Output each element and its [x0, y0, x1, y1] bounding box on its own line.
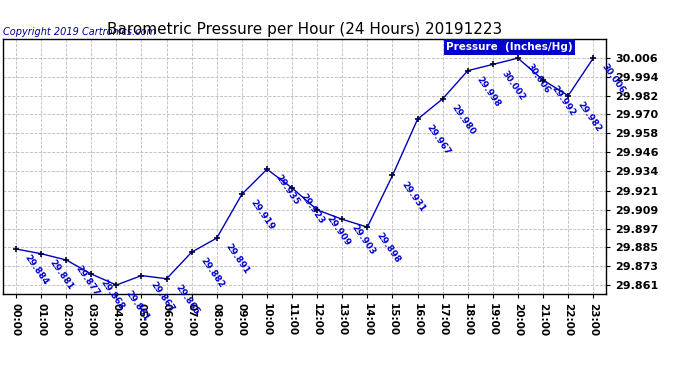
Text: 29.919: 29.919: [249, 198, 276, 232]
Text: 29.891: 29.891: [224, 242, 251, 276]
Text: 29.882: 29.882: [199, 256, 226, 290]
Text: 29.865: 29.865: [174, 283, 201, 316]
Text: 29.903: 29.903: [349, 224, 377, 257]
Text: 30.002: 30.002: [500, 69, 527, 102]
Text: 29.868: 29.868: [98, 278, 126, 312]
Text: 29.898: 29.898: [375, 231, 402, 265]
Text: Copyright 2019 Cartronics.com: Copyright 2019 Cartronics.com: [3, 27, 157, 37]
Text: 29.980: 29.980: [450, 103, 477, 136]
Text: 29.884: 29.884: [23, 253, 50, 287]
Text: 29.867: 29.867: [148, 280, 176, 314]
Text: 29.923: 29.923: [299, 192, 326, 226]
Title: Barometric Pressure per Hour (24 Hours) 20191223: Barometric Pressure per Hour (24 Hours) …: [107, 22, 502, 37]
Text: 29.877: 29.877: [73, 264, 101, 298]
Text: 29.992: 29.992: [550, 84, 578, 118]
Text: 29.881: 29.881: [48, 258, 75, 291]
Text: Pressure  (Inches/Hg): Pressure (Inches/Hg): [446, 42, 573, 52]
Text: 29.909: 29.909: [324, 214, 351, 248]
Text: 30.006: 30.006: [600, 62, 627, 96]
Text: 29.982: 29.982: [575, 100, 602, 134]
Text: 29.931: 29.931: [400, 180, 427, 213]
Text: 29.861: 29.861: [124, 289, 150, 323]
Text: 29.967: 29.967: [424, 123, 452, 157]
Text: 29.935: 29.935: [274, 173, 302, 207]
Text: 29.998: 29.998: [475, 75, 502, 109]
Text: 30.006: 30.006: [525, 62, 552, 96]
